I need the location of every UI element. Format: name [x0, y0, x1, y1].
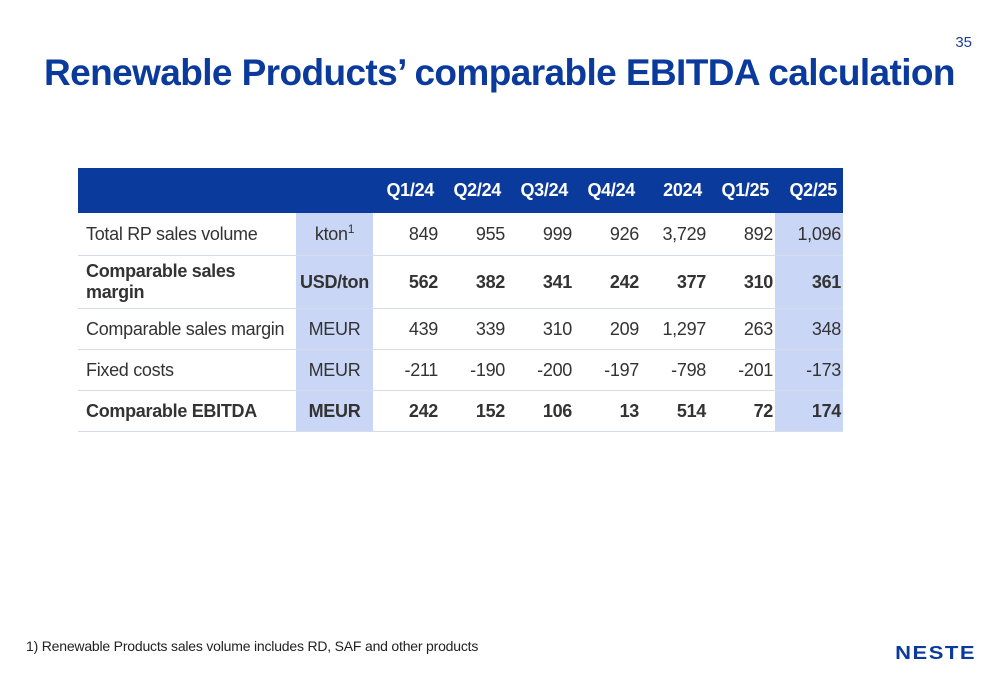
- footnote: 1) Renewable Products sales volume inclu…: [26, 638, 479, 654]
- value-cell: -798: [641, 349, 708, 391]
- unit-text: kton: [314, 223, 348, 244]
- value-cell: 1,096: [775, 213, 843, 256]
- row-label: Comparable sales margin: [78, 255, 296, 309]
- row-unit: MEUR: [296, 349, 373, 391]
- value-cell: 310: [507, 308, 574, 350]
- value-cell: -197: [574, 349, 641, 391]
- value-cell: 72: [708, 390, 775, 432]
- value-cell: 562: [373, 255, 440, 309]
- value-cell: 174: [775, 390, 843, 432]
- page-title: Renewable Products’ comparable EBITDA ca…: [44, 52, 956, 93]
- header-cell: Q4/24: [574, 168, 641, 213]
- row-unit: MEUR: [296, 390, 373, 432]
- value-cell: 439: [373, 308, 440, 350]
- value-cell: 263: [708, 308, 775, 350]
- neste-logo: NESTE: [895, 641, 976, 664]
- value-cell: 339: [440, 308, 507, 350]
- row-label: Comparable EBITDA: [78, 390, 296, 432]
- value-cell: 382: [440, 255, 507, 309]
- table-row: Fixed costs MEUR -211 -190 -200 -197 -79…: [78, 349, 843, 391]
- value-cell: -211: [373, 349, 440, 391]
- value-cell: 849: [373, 213, 440, 256]
- header-cell: Q2/24: [440, 168, 507, 213]
- value-cell: -201: [708, 349, 775, 391]
- table-row: Comparable EBITDA MEUR 242 152 106 13 51…: [78, 390, 843, 432]
- value-cell: 926: [574, 213, 641, 256]
- value-cell: 209: [574, 308, 641, 350]
- header-cell: [78, 168, 296, 213]
- value-cell: 1,297: [641, 308, 708, 350]
- value-cell: 152: [440, 390, 507, 432]
- value-cell: -200: [507, 349, 574, 391]
- value-cell: 13: [574, 390, 641, 432]
- value-cell: 955: [440, 213, 507, 256]
- row-label: Fixed costs: [78, 349, 296, 391]
- value-cell: 310: [708, 255, 775, 309]
- value-cell: 377: [641, 255, 708, 309]
- header-cell: 2024: [641, 168, 708, 213]
- table-row: Comparable sales margin MEUR 439 339 310…: [78, 308, 843, 350]
- footnote-marker: 1: [347, 221, 355, 236]
- row-unit: kton1: [296, 213, 373, 256]
- ebitda-table: Q1/24 Q2/24 Q3/24 Q4/24 2024 Q1/25 Q2/25…: [78, 168, 843, 432]
- value-cell: 999: [507, 213, 574, 256]
- header-cell: Q3/24: [507, 168, 574, 213]
- table-row: Comparable sales margin USD/ton 562 382 …: [78, 255, 843, 309]
- value-cell: 361: [775, 255, 843, 309]
- page-number: 35: [955, 34, 972, 51]
- value-cell: 348: [775, 308, 843, 350]
- value-cell: 242: [373, 390, 440, 432]
- value-cell: 3,729: [641, 213, 708, 256]
- header-cell: Q1/25: [708, 168, 775, 213]
- value-cell: -190: [440, 349, 507, 391]
- value-cell: 892: [708, 213, 775, 256]
- value-cell: 106: [507, 390, 574, 432]
- row-label: Comparable sales margin: [78, 308, 296, 350]
- value-cell: 514: [641, 390, 708, 432]
- value-cell: -173: [775, 349, 843, 391]
- header-cell: [296, 168, 373, 213]
- row-unit: MEUR: [296, 308, 373, 350]
- header-cell: Q2/25: [775, 168, 843, 213]
- value-cell: 341: [507, 255, 574, 309]
- row-label: Total RP sales volume: [78, 213, 296, 256]
- value-cell: 242: [574, 255, 641, 309]
- table-row: Total RP sales volume kton1 849 955 999 …: [78, 213, 843, 256]
- header-cell: Q1/24: [373, 168, 440, 213]
- table-header-row: Q1/24 Q2/24 Q3/24 Q4/24 2024 Q1/25 Q2/25: [78, 168, 843, 213]
- row-unit: USD/ton: [296, 255, 373, 309]
